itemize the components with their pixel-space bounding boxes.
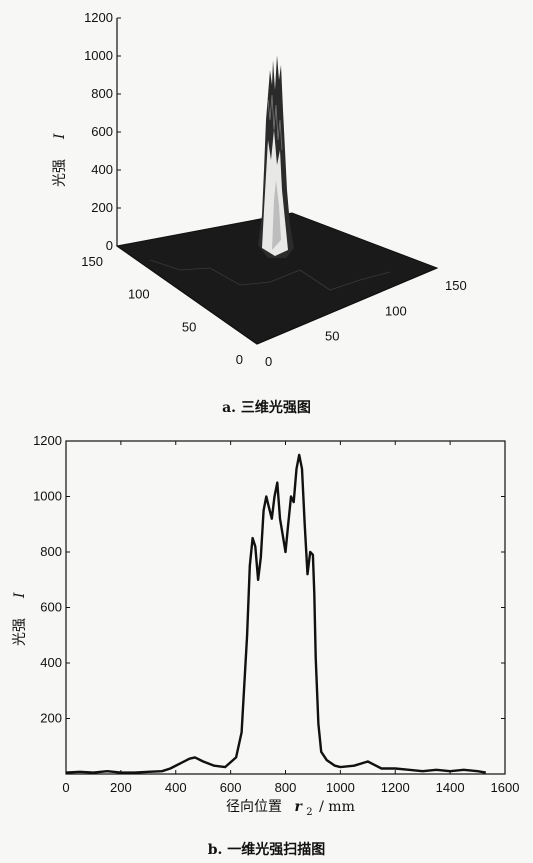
z-tick-label: 1200 bbox=[84, 10, 113, 25]
line-chart: 200 400 600 800 1000 1200 0 200 400 600 800 1000 12… bbox=[12, 433, 519, 819]
x-tick-label: 800 bbox=[275, 780, 297, 795]
z-axis-label-symbol: I bbox=[52, 133, 68, 140]
z-tick-label: 800 bbox=[91, 86, 113, 101]
plot-frame bbox=[65, 440, 506, 775]
surface-floor-texture bbox=[149, 259, 391, 291]
y-tick-label: 200 bbox=[40, 711, 62, 726]
x-axis-label-symbol: r bbox=[294, 799, 303, 815]
x-axis-label: 径向位置 r 2 / mm bbox=[226, 799, 355, 819]
x-tick-label: 1400 bbox=[436, 780, 465, 795]
x-tick-label: 600 bbox=[220, 780, 242, 795]
y-axis-label: 光强 I bbox=[12, 592, 28, 646]
right-axis-tick-label: 0 bbox=[265, 354, 272, 369]
left-axis-tick-labels: 0 50 100 150 bbox=[81, 254, 243, 367]
right-axis-tick-label: 150 bbox=[445, 278, 467, 293]
x-tick-label: 400 bbox=[165, 780, 187, 795]
y-tick-label: 400 bbox=[40, 655, 62, 670]
x-axis-label-text: 径向位置 bbox=[226, 799, 282, 815]
right-axis-tick-label: 100 bbox=[385, 303, 407, 318]
surface-peak bbox=[258, 55, 294, 258]
z-tick-label: 400 bbox=[91, 162, 113, 177]
y-tick-label: 600 bbox=[40, 600, 62, 615]
x-tick-label: 1200 bbox=[381, 780, 410, 795]
y-tick-label: 1000 bbox=[33, 489, 62, 504]
right-axis-tick-labels: 0 50 100 150 bbox=[265, 278, 467, 369]
z-axis-label-text: 光强 bbox=[52, 159, 68, 187]
z-axis-label: 光强 I bbox=[52, 133, 68, 187]
x-axis-ticks: 0 200 400 600 800 1000 1200 1400 1600 bbox=[62, 441, 519, 795]
figure-a-caption: a. 三维光强图 bbox=[222, 400, 311, 416]
x-axis-label-subscript: 2 bbox=[306, 807, 312, 818]
right-base-axis bbox=[256, 267, 438, 345]
peak-texture bbox=[267, 94, 283, 151]
z-tick-label: 600 bbox=[91, 124, 113, 139]
z-tick-label: 1000 bbox=[84, 48, 113, 63]
y-tick-label: 800 bbox=[40, 544, 62, 559]
z-tick-label: 200 bbox=[91, 200, 113, 215]
left-axis-tick-label: 50 bbox=[182, 319, 196, 334]
z-axis-tick-labels: 0 200 400 600 800 1000 1200 bbox=[84, 10, 113, 253]
x-axis-label-unit: / mm bbox=[319, 799, 355, 815]
y-axis-label-symbol: I bbox=[12, 592, 28, 599]
x-tick-label: 1000 bbox=[326, 780, 355, 795]
x-tick-label: 1600 bbox=[491, 780, 520, 795]
right-axis-tick-label: 50 bbox=[325, 329, 339, 344]
peak-shadow-strip bbox=[272, 180, 281, 250]
x-tick-label: 0 bbox=[62, 780, 69, 795]
series-line bbox=[65, 453, 487, 774]
z-tick-label: 0 bbox=[106, 238, 113, 253]
left-axis-tick-label: 150 bbox=[81, 254, 103, 269]
left-axis-tick-label: 0 bbox=[236, 352, 243, 367]
y-axis-label-text: 光强 bbox=[12, 618, 28, 646]
y-axis-ticks: 200 400 600 800 1000 1200 bbox=[33, 433, 505, 726]
x-tick-label: 200 bbox=[110, 780, 132, 795]
left-base-axis bbox=[116, 245, 258, 345]
figure-b-caption: b. 一维光强扫描图 bbox=[207, 842, 326, 858]
left-axis-tick-label: 100 bbox=[128, 287, 150, 302]
surface-plot-3d: 0 200 400 600 800 1000 1200 光强 I 0 50 100 150 0 50… bbox=[52, 10, 467, 369]
y-tick-label: 1200 bbox=[33, 433, 62, 448]
